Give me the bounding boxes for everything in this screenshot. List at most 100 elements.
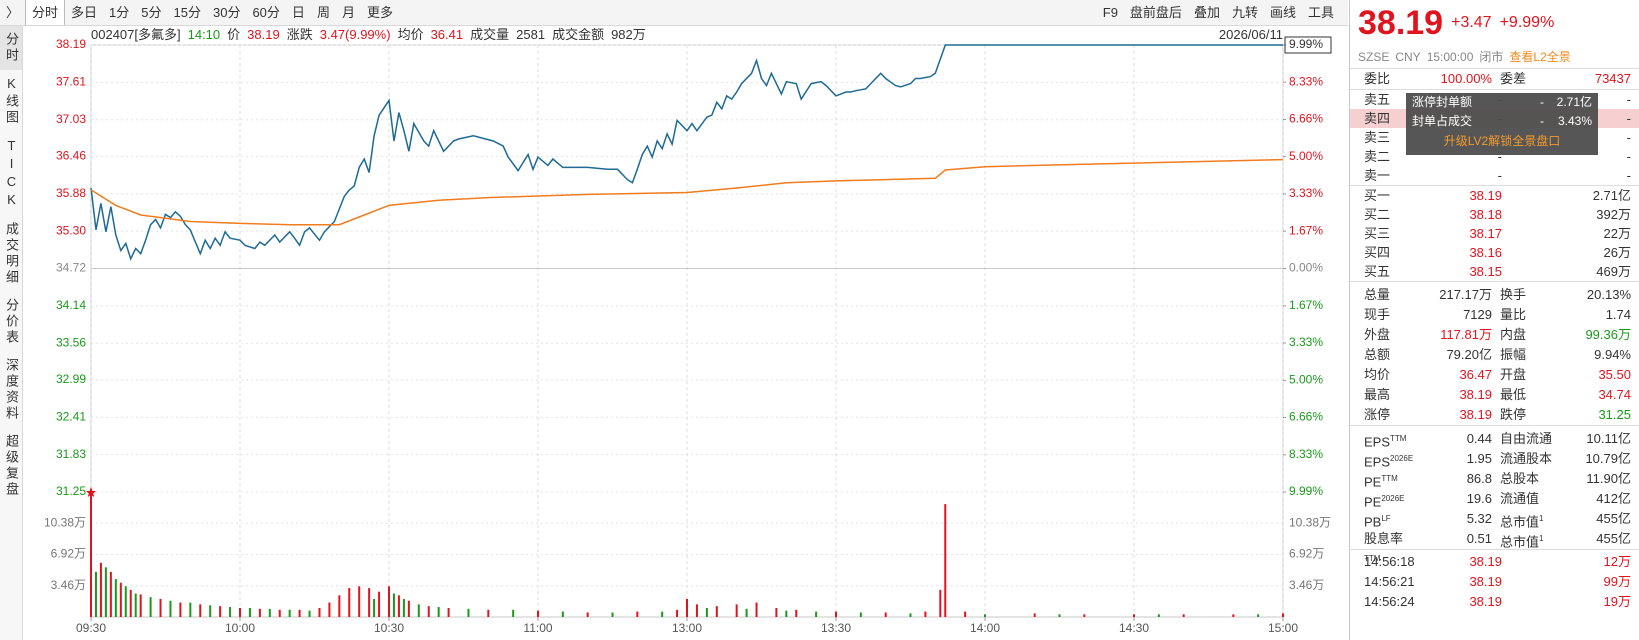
tab[interactable]: 30分: [212, 5, 241, 20]
cell: 开盘: [1500, 367, 1527, 382]
asks-row: 卖二 - -: [1350, 147, 1639, 166]
current-marker: [1284, 36, 1332, 54]
y2-tick-label: 1.67%: [1289, 223, 1323, 237]
toolbar: 〉分时 多日 1分 5分 15分 30分 60分日周月更多 F9 盘前盘后 叠加 九转 画线 工具: [0, 0, 1348, 26]
label-text: 股息率: [1364, 531, 1404, 546]
value: 100.00%: [1440, 71, 1492, 86]
cell: 总额: [1364, 347, 1391, 362]
tab[interactable]: 15分: [173, 5, 201, 20]
volume-bar: [775, 607, 778, 617]
volume-bar: [1058, 614, 1061, 617]
overlay-row: 涨停封单额 -2.71亿: [1406, 93, 1598, 112]
label: 自由流通: [1492, 429, 1560, 449]
cell: 38.19: [1469, 188, 1502, 203]
volume-bar: [561, 611, 564, 617]
collapse-icon[interactable]: 〉: [6, 5, 20, 20]
stats-row: 涨停 38.19 跌停 31.25: [1350, 405, 1639, 425]
nav-item[interactable]: 超级复盘: [4, 434, 19, 498]
label-text: 总市值: [1500, 534, 1540, 550]
value: 0.44: [1466, 431, 1492, 446]
volume-bar: [104, 567, 107, 617]
tool[interactable]: 画线: [1269, 5, 1296, 20]
label: EPSTTM: [1364, 429, 1416, 449]
volume-bar: [219, 606, 222, 617]
tool[interactable]: 工具: [1307, 5, 1334, 20]
tab[interactable]: 更多: [366, 5, 393, 20]
tool[interactable]: 叠加: [1193, 5, 1220, 20]
vol-tick-label: 3.46万: [51, 578, 86, 592]
tab[interactable]: 月: [341, 5, 355, 20]
cell: 买三: [1364, 226, 1391, 241]
tab[interactable]: 5分: [141, 5, 162, 20]
last-price: 38.19: [1358, 3, 1444, 42]
volume-bar: [427, 606, 430, 617]
volume-bar: [984, 614, 986, 617]
change: +3.47: [1451, 14, 1492, 31]
tools: F9 盘前盘后 叠加 九转 画线 工具: [1097, 0, 1348, 25]
y2-tick-label: 6.66%: [1289, 112, 1323, 126]
tab[interactable]: 分时: [25, 0, 66, 25]
volume-bar: [407, 600, 410, 617]
nav-item[interactable]: 分价表: [4, 298, 19, 346]
nav-item[interactable]: K线图: [4, 76, 19, 126]
tab[interactable]: 60分: [252, 5, 280, 20]
nav-item[interactable]: 分时: [0, 26, 22, 70]
tool[interactable]: F9: [1102, 5, 1118, 20]
volume-bar: [397, 595, 400, 617]
cell: 外盘: [1364, 327, 1391, 342]
cell: 99万: [1603, 574, 1631, 589]
label: 价: [227, 27, 241, 42]
cell: 38.19: [1469, 594, 1502, 609]
cell: 卖一: [1364, 168, 1391, 183]
label-sup: 1: [1539, 534, 1544, 543]
label: 总股本: [1492, 469, 1560, 489]
nav-item[interactable]: 深度资料: [4, 358, 19, 422]
cell: 封单占成交: [1412, 114, 1473, 128]
cell: 14:56:24: [1364, 594, 1415, 609]
volume-bar: [189, 602, 192, 617]
cell: 38.17: [1469, 226, 1502, 241]
tool[interactable]: 盘前盘后: [1129, 5, 1182, 20]
volume-bar: [695, 604, 698, 617]
vol-tick-label: 3.46万: [1289, 578, 1324, 592]
y2-tick-label: 9.99%: [1289, 37, 1323, 51]
trades: 14:56:18 38.19 12万 14:56:21 38.19 99万 14:56:24…: [1350, 549, 1639, 612]
tab[interactable]: 周: [316, 5, 330, 20]
cell: 38.19: [1469, 554, 1502, 569]
value: 10.79亿: [1585, 451, 1631, 466]
l2-link[interactable]: 查看L2全景: [1509, 50, 1571, 64]
volume-bar: [795, 609, 798, 617]
volume-bar: [909, 613, 912, 617]
tab[interactable]: 1分: [109, 5, 130, 20]
y2-tick-label: 6.66%: [1289, 410, 1323, 424]
bids-row: 买五 38.15 469万: [1350, 262, 1639, 281]
cell: -: [1626, 111, 1631, 126]
volume-bar: [278, 609, 281, 617]
volume-bar: [338, 595, 341, 617]
volume-bar: [512, 609, 515, 617]
volume-bar: [388, 586, 390, 617]
nav-item[interactable]: TICK: [4, 138, 19, 210]
y-tick-label: 35.30: [56, 223, 86, 237]
tab[interactable]: 日: [291, 5, 305, 20]
nav-item[interactable]: 成交明细: [4, 222, 19, 286]
label: 涨跌: [286, 27, 313, 42]
tab[interactable]: 多日: [71, 5, 98, 20]
cell: 19万: [1603, 594, 1631, 609]
y-tick-label: 32.41: [56, 409, 86, 423]
upgrade-link[interactable]: 升级LV2解锁全景盘口: [1443, 134, 1561, 148]
label-text: 总股本: [1500, 471, 1540, 486]
volume-bar: [437, 607, 440, 617]
value: 73437: [1594, 71, 1631, 86]
tool[interactable]: 九转: [1231, 5, 1258, 20]
volume-bar: [745, 608, 748, 617]
cell: 1.74: [1605, 307, 1631, 322]
label-sup: LF: [1381, 514, 1391, 523]
volume-bar: [318, 607, 321, 617]
stats-row: 总额 79.20亿 振幅 9.94%: [1350, 345, 1639, 365]
volume-bar: [109, 571, 112, 617]
date: 2026/06/11: [1218, 27, 1283, 42]
ratio-section: 委比 100.00% 委差 73437: [1350, 68, 1639, 89]
cell: 14:56:18: [1364, 554, 1415, 569]
volume-bar: [944, 504, 947, 617]
